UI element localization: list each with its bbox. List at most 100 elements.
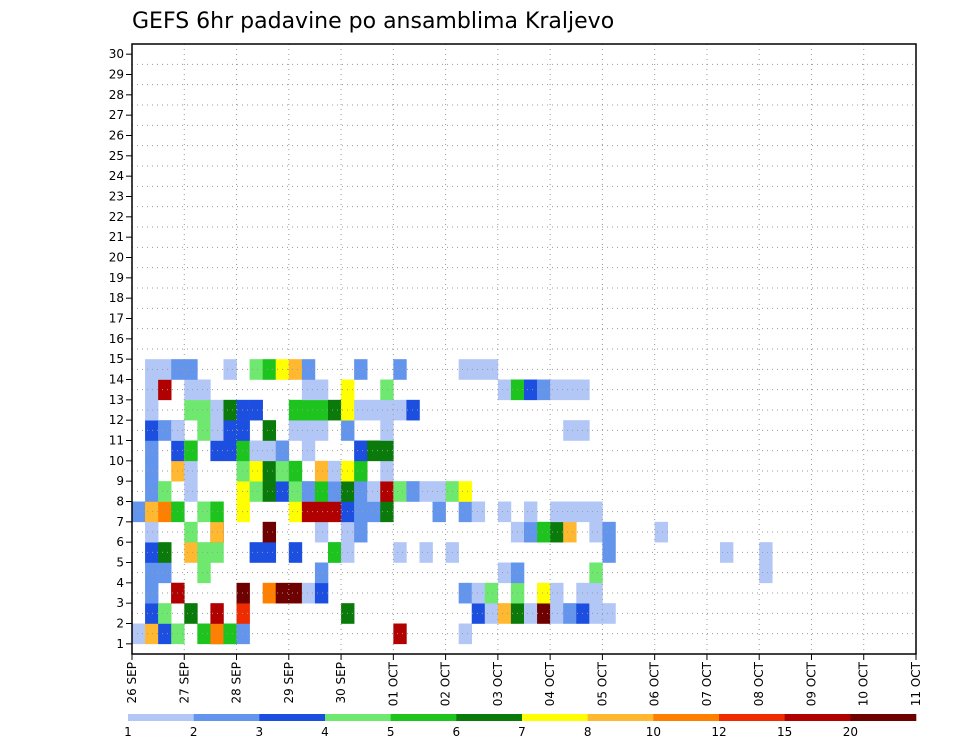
heatmap-cell (132, 623, 146, 645)
y-tick-label: 8 (116, 495, 124, 509)
heatmap-cell (563, 521, 577, 543)
x-tick-label: 26 SEP (125, 662, 139, 704)
heatmap-cell (197, 399, 211, 421)
heatmap-cell (589, 582, 603, 604)
y-tick-label: 27 (109, 108, 124, 122)
heatmap-cell (158, 542, 172, 563)
colorbar-swatch (259, 714, 326, 721)
colorbar-label: 8 (584, 725, 592, 739)
heatmap-cell (537, 521, 551, 543)
colorbar-swatch (719, 714, 785, 721)
y-tick-label: 22 (109, 210, 124, 224)
y-tick-label: 16 (109, 332, 124, 346)
heatmap-cell (197, 420, 211, 441)
heatmap-cell (458, 359, 473, 380)
heatmap-cell (236, 582, 250, 604)
heatmap-cell (484, 359, 499, 380)
heatmap-cell (458, 623, 473, 645)
colorbar-swatch (784, 714, 851, 721)
heatmap-cell (471, 582, 486, 604)
heatmap-cell (158, 562, 172, 584)
heatmap-cell (158, 623, 172, 645)
x-tick-label: 08 OCT (752, 661, 766, 706)
colorbar-label: 1 (124, 725, 132, 739)
heatmap-cell (497, 501, 512, 523)
colorbar-label: 3 (256, 725, 264, 739)
heatmap-cell (602, 521, 616, 543)
heatmap-cell (288, 399, 303, 421)
heatmap-cell (484, 603, 499, 624)
heatmap-cell (314, 582, 329, 604)
heatmap-cell (236, 481, 250, 502)
heatmap-cell (145, 399, 159, 421)
x-tick-label: 11 OCT (909, 661, 923, 706)
heatmap-cell (589, 521, 603, 543)
heatmap-cell (550, 603, 564, 624)
heatmap-cell (262, 582, 277, 604)
heatmap-cell (367, 440, 381, 462)
heatmap-cell (314, 501, 329, 523)
heatmap-cell (484, 582, 499, 604)
x-tick-label: 29 SEP (282, 662, 296, 704)
y-tick-label: 14 (109, 373, 124, 387)
heatmap-cell (314, 399, 329, 421)
heatmap-cell (406, 399, 420, 421)
x-tick-label: 01 OCT (386, 661, 400, 706)
y-tick-label: 1 (116, 637, 124, 651)
heatmap-cell (236, 420, 250, 441)
heatmap-cell (145, 623, 159, 645)
heatmap-cell (288, 460, 303, 482)
heatmap-cell (380, 481, 394, 502)
heatmap-cell (288, 359, 303, 380)
y-tick-label: 15 (109, 352, 124, 366)
heatmap-cell (145, 359, 159, 380)
heatmap-cell (419, 542, 433, 563)
heatmap-cell (380, 420, 394, 441)
y-tick-label: 7 (116, 515, 124, 529)
heatmap-cell (262, 359, 277, 380)
heatmap-cell (301, 420, 316, 441)
heatmap-cell (197, 623, 211, 645)
heatmap-cell (301, 379, 316, 401)
colorbar-swatch (850, 714, 917, 721)
x-axis-ticks: 26 SEP 27 SEP 28 SEP 29 SEP 30 SEP 01 OCT 02 O… (125, 654, 923, 706)
heatmap-cell (132, 501, 146, 523)
heatmap-cell (262, 521, 277, 543)
grid-lines (132, 44, 916, 654)
y-tick-label: 19 (109, 271, 124, 285)
heatmap-cell (262, 542, 277, 563)
y-tick-label: 30 (109, 47, 124, 61)
heatmap-cell (184, 521, 198, 543)
heatmap-cell (262, 420, 277, 441)
heatmap-cell (145, 379, 159, 401)
heatmap-cell (262, 481, 277, 502)
heatmap-cell (432, 501, 446, 523)
heatmap-cell (236, 623, 250, 645)
heatmap-cell (197, 379, 211, 401)
y-axis-ticks: 1234567891011121314151617181920212223242… (109, 47, 132, 651)
heatmap-cell (249, 460, 263, 482)
heatmap-cell (158, 603, 172, 624)
heatmap-cell (184, 460, 198, 482)
heatmap-cell (537, 379, 551, 401)
heatmap-cell (602, 603, 616, 624)
heatmap-cell (145, 501, 159, 523)
heatmap-cell (158, 501, 172, 523)
heatmap-cell (145, 420, 159, 441)
y-tick-label: 6 (116, 535, 124, 549)
heatmap-cell (249, 542, 263, 563)
x-tick-label: 04 OCT (543, 661, 557, 706)
colorbar-label: 20 (843, 725, 858, 739)
colorbar-swatch (587, 714, 654, 721)
heatmap-cell (288, 420, 303, 441)
y-tick-label: 20 (109, 251, 124, 265)
heatmap-cell (197, 501, 211, 523)
heatmap-cell (589, 501, 603, 523)
heatmap-cell (458, 481, 473, 502)
heatmap-cell (249, 359, 263, 380)
heatmap-cells (132, 359, 773, 645)
heatmap-cell (184, 379, 198, 401)
heatmap-cell (249, 399, 263, 421)
y-tick-label: 9 (116, 474, 124, 488)
